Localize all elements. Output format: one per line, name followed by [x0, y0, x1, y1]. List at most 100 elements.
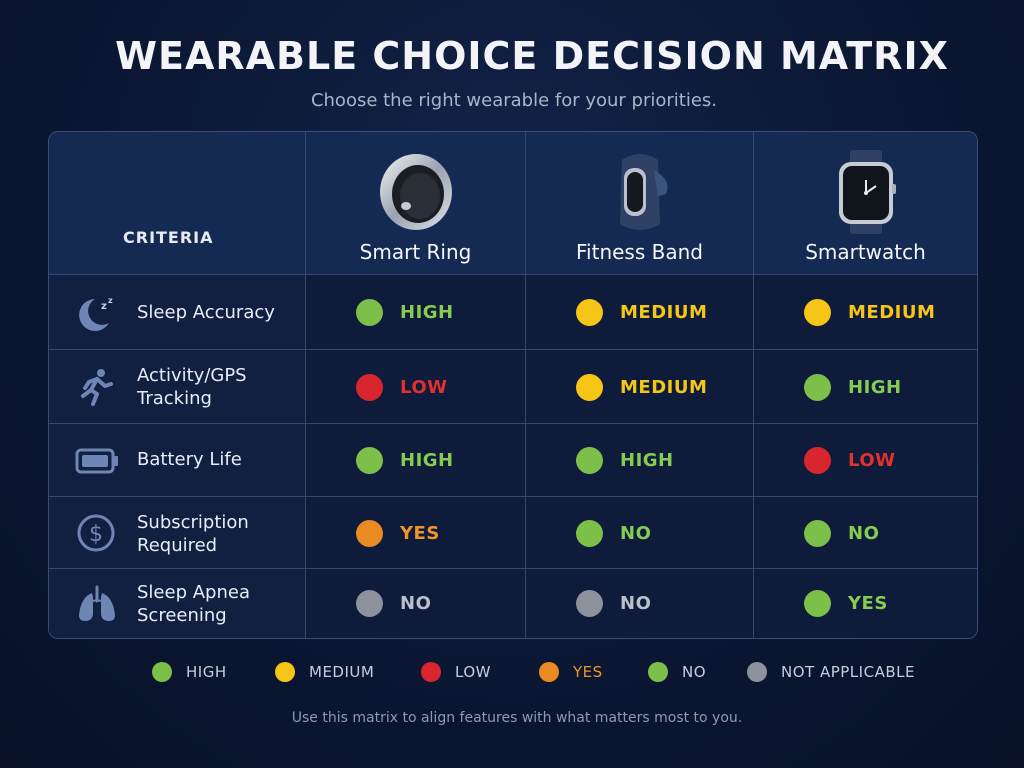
device-name-smart-ring: Smart Ring [359, 240, 472, 264]
rating-cell: LOW [754, 424, 977, 497]
rating-dot [576, 520, 603, 547]
rating-indicator: MEDIUM [576, 374, 707, 401]
rating-label: HIGH [620, 450, 674, 471]
lungs-icon [79, 585, 115, 621]
criterion-label: Sleep Accuracy [137, 302, 275, 323]
rating-label: MEDIUM [620, 377, 708, 398]
legend-item-yes: YES [539, 662, 603, 682]
smartwatch-icon [838, 150, 896, 234]
legend: HIGH MEDIUM LOW YES NO NOT APPLICABLE [0, 662, 1024, 686]
rating-dot [804, 447, 831, 474]
rating-label: YES [400, 523, 440, 544]
rating-cell: NO [526, 497, 754, 569]
svg-text:z: z [108, 296, 113, 305]
rating-cell: HIGH [526, 424, 754, 497]
battery-icon [75, 448, 118, 474]
legend-item-low: LOW [421, 662, 491, 682]
rating-indicator: HIGH [576, 447, 674, 474]
rating-indicator: MEDIUM [804, 299, 935, 326]
legend-dot [275, 662, 295, 682]
rating-cell: MEDIUM [754, 275, 977, 350]
rating-label: HIGH [848, 377, 902, 398]
legend-label: NO [682, 663, 707, 681]
fitness-band-icon [619, 154, 667, 230]
rating-indicator: YES [804, 590, 888, 617]
rating-dot [356, 374, 383, 401]
rating-label: HIGH [400, 302, 454, 323]
rating-label: LOW [400, 377, 448, 398]
rating-indicator: MEDIUM [576, 299, 707, 326]
rating-dot [356, 299, 383, 326]
rating-cell: HIGH [306, 424, 526, 497]
legend-label: NOT APPLICABLE [781, 663, 915, 681]
criterion-cell-sleep-apnea: Sleep Apnea Screening [49, 569, 306, 638]
legend-item-no: NO [648, 662, 706, 682]
rating-dot [576, 374, 603, 401]
legend-label: MEDIUM [309, 663, 375, 681]
rating-dot [356, 590, 383, 617]
running-person-icon [81, 369, 113, 406]
rating-label: NO [400, 593, 432, 614]
rating-cell: MEDIUM [526, 275, 754, 350]
legend-label: LOW [455, 663, 491, 681]
legend-dot [152, 662, 172, 682]
rating-cell: YES [306, 497, 526, 569]
rating-dot [356, 520, 383, 547]
rating-dot [804, 520, 831, 547]
rating-label: NO [848, 523, 880, 544]
rating-dot [804, 374, 831, 401]
legend-dot [539, 662, 559, 682]
rating-label: LOW [848, 450, 896, 471]
rating-indicator: LOW [356, 374, 447, 401]
criterion-cell-activity-gps: Activity/GPS Tracking [49, 350, 306, 424]
rating-indicator: NO [356, 590, 431, 617]
svg-text:z: z [101, 301, 107, 312]
rating-dot [356, 447, 383, 474]
criteria-header-label: CRITERIA [123, 228, 214, 247]
legend-item-high: HIGH [152, 662, 227, 682]
rating-cell: HIGH [754, 350, 977, 424]
rating-label: NO [620, 593, 652, 614]
rating-indicator: HIGH [356, 299, 454, 326]
rating-indicator: HIGH [356, 447, 454, 474]
dollar-circle-icon: $ [77, 514, 115, 552]
page-title: WEARABLE CHOICE DECISION MATRIX [115, 34, 949, 78]
rating-indicator: YES [356, 520, 440, 547]
rating-cell: HIGH [306, 275, 526, 350]
rating-label: MEDIUM [848, 302, 936, 323]
rating-dot [576, 590, 603, 617]
criterion-label: Activity/GPS Tracking [137, 365, 247, 409]
legend-dot [747, 662, 767, 682]
footer-note: Use this matrix to align features with w… [291, 710, 743, 726]
rating-dot [804, 299, 831, 326]
criterion-label: Battery Life [137, 449, 242, 470]
rating-label: MEDIUM [620, 302, 708, 323]
rating-cell: NO [526, 569, 754, 638]
criterion-label: Subscription Required [137, 512, 249, 556]
device-header-smart-ring: Smart Ring [306, 132, 526, 275]
device-header-fitness-band: Fitness Band [526, 132, 754, 275]
criterion-cell-sleep-accuracy: z z Sleep Accuracy [49, 275, 306, 350]
rating-cell: NO [754, 497, 977, 569]
rating-label: HIGH [400, 450, 454, 471]
legend-dot [421, 662, 441, 682]
rating-cell: NO [306, 569, 526, 638]
rating-cell: MEDIUM [526, 350, 754, 424]
smart-ring-icon [379, 154, 452, 230]
legend-dot [648, 662, 668, 682]
legend-label: HIGH [186, 663, 227, 681]
rating-indicator: HIGH [804, 374, 902, 401]
rating-dot [576, 447, 603, 474]
moon-sleep-icon: z z [79, 296, 113, 331]
device-header-smartwatch: Smartwatch [754, 132, 977, 275]
criterion-label: Sleep Apnea Screening [137, 582, 250, 626]
rating-dot [804, 590, 831, 617]
rating-indicator: NO [804, 520, 879, 547]
rating-cell: LOW [306, 350, 526, 424]
legend-item-not-applicable: NOT APPLICABLE [747, 662, 915, 682]
device-name-fitness-band: Fitness Band [576, 240, 703, 264]
device-name-smartwatch: Smartwatch [805, 240, 926, 264]
rating-indicator: NO [576, 520, 651, 547]
rating-dot [576, 299, 603, 326]
decision-matrix: CRITERIA Smart Ring Fitness Band [48, 131, 978, 639]
